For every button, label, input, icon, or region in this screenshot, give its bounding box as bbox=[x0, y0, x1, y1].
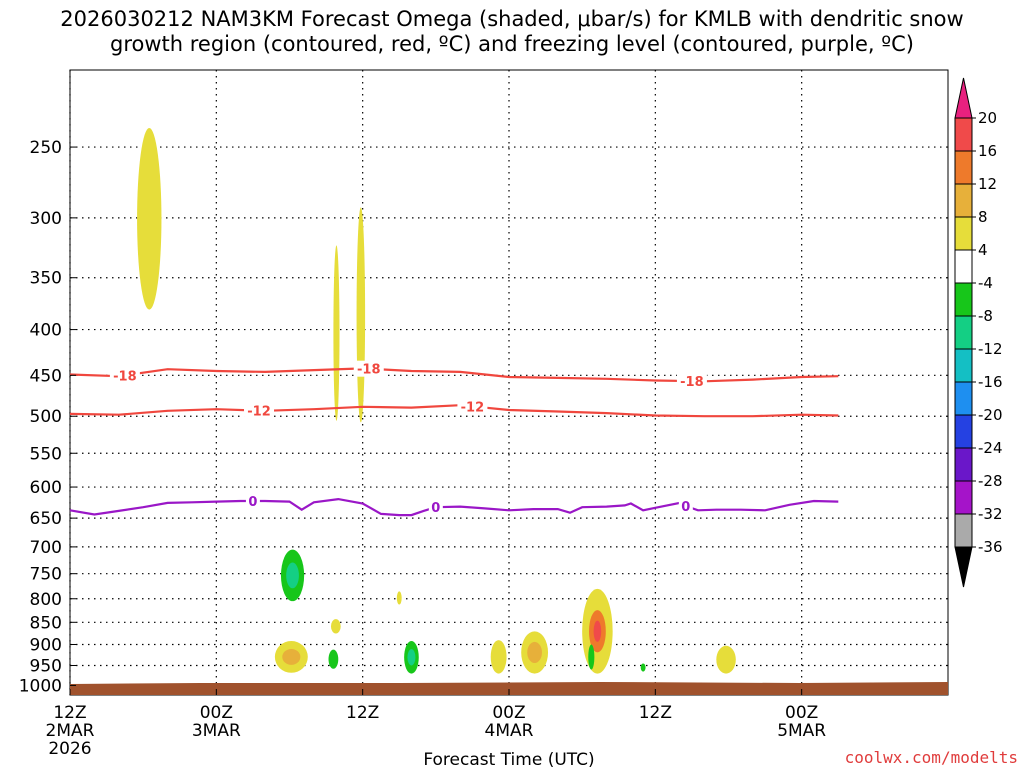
omega-region bbox=[588, 644, 595, 670]
colorbar: 20 16 12 8 4 -4 -8 -12 -16 -20 -24 -28 -32 -36 bbox=[954, 77, 1003, 588]
colorbar-label: 12 bbox=[978, 175, 997, 193]
contour-label: -18 bbox=[357, 363, 381, 378]
colorbar-label: -32 bbox=[978, 505, 1003, 523]
contour-line bbox=[69, 367, 839, 383]
chart-title-line-1: 2026030212 NAM3KM Forecast Omega (shaded… bbox=[60, 7, 963, 31]
colorbar-segment bbox=[954, 447, 973, 482]
omega-region bbox=[640, 663, 646, 672]
colorbar-segment bbox=[954, 117, 973, 152]
colorbar-label: 8 bbox=[978, 208, 988, 226]
omega-region bbox=[490, 640, 507, 674]
omega-region-core bbox=[407, 649, 416, 666]
colorbar-label: 20 bbox=[978, 109, 997, 127]
contour-label: 0 bbox=[681, 500, 690, 515]
contour-label-bg bbox=[457, 398, 488, 415]
x-tick-label: 00Z bbox=[200, 703, 233, 723]
colorbar-label: -36 bbox=[978, 538, 1003, 556]
colorbar-segment bbox=[954, 480, 973, 515]
y-tick-label: 750 bbox=[30, 565, 62, 585]
omega-region-core bbox=[527, 641, 542, 664]
colorbar-segment bbox=[954, 381, 973, 416]
x-tick-label: 00Z bbox=[492, 703, 525, 723]
ground-terrain bbox=[70, 682, 948, 695]
omega-region-core bbox=[282, 648, 301, 665]
colorbar-segment bbox=[954, 414, 973, 449]
x-axis-label: Forecast Time (UTC) bbox=[423, 750, 594, 768]
colorbar-label: -24 bbox=[978, 439, 1003, 457]
omega-region bbox=[328, 649, 339, 669]
x-tick-label: 2026 bbox=[48, 739, 91, 759]
colorbar-label: -12 bbox=[978, 340, 1003, 358]
x-tick-label: 12Z bbox=[346, 703, 379, 723]
omega-region bbox=[356, 207, 366, 423]
colorbar-label: 16 bbox=[978, 142, 997, 160]
y-tick-label: 550 bbox=[30, 444, 62, 464]
contour-label: -18 bbox=[113, 369, 137, 384]
contour-label: 0 bbox=[431, 501, 440, 516]
temperature-contours: -18 -18 -18 -12 -12 0 0 0 bbox=[69, 360, 839, 516]
y-tick-label: 700 bbox=[30, 538, 62, 558]
contour-label: 0 bbox=[248, 495, 257, 510]
omega-region-core bbox=[286, 562, 299, 589]
colorbar-segment bbox=[954, 348, 973, 383]
y-tick-label: 250 bbox=[30, 138, 62, 158]
contour-label: -18 bbox=[680, 375, 704, 390]
colorbar-label: -20 bbox=[978, 406, 1003, 424]
omega-region-peak bbox=[593, 620, 602, 642]
colorbar-label: -8 bbox=[978, 307, 993, 325]
x-tick-label: 4MAR bbox=[485, 721, 534, 741]
contour-label-bg bbox=[678, 497, 693, 514]
colorbar-bottom-arrow bbox=[954, 546, 973, 588]
y-tick-label: 600 bbox=[30, 478, 62, 498]
gridlines bbox=[69, 70, 948, 695]
contour-label-bg bbox=[109, 367, 140, 384]
y-tick-label: 1000 bbox=[19, 676, 62, 696]
y-tick-label: 850 bbox=[30, 613, 62, 633]
y-tick-label: 400 bbox=[30, 321, 62, 341]
x-tick-label: 12Z bbox=[639, 703, 672, 723]
omega-region bbox=[716, 645, 736, 674]
colorbar-label: -28 bbox=[978, 472, 1003, 490]
y-axis-pressure: 2503003504004505005506006507007508008509… bbox=[19, 138, 76, 696]
x-tick-label: 12Z bbox=[53, 703, 86, 723]
colorbar-segment bbox=[954, 183, 973, 218]
chart-title-line-2: growth region (contoured, red, ºC) and f… bbox=[110, 32, 914, 56]
y-tick-label: 650 bbox=[30, 509, 62, 529]
x-tick-label: 00Z bbox=[785, 703, 818, 723]
colorbar-segment bbox=[954, 513, 973, 548]
colorbar-label: -16 bbox=[978, 373, 1003, 391]
contour-label-bg bbox=[428, 499, 443, 516]
omega-region bbox=[396, 591, 402, 605]
y-tick-label: 450 bbox=[30, 366, 62, 386]
y-tick-label: 500 bbox=[30, 407, 62, 427]
colorbar-segment bbox=[954, 249, 973, 284]
colorbar-top-arrow bbox=[954, 77, 973, 119]
contour-label: -12 bbox=[461, 400, 485, 415]
credit-text: coolwx.com/modelts bbox=[845, 748, 1018, 767]
colorbar-label: -4 bbox=[978, 274, 993, 292]
y-tick-label: 950 bbox=[30, 656, 62, 676]
contour-label-bg bbox=[244, 402, 275, 419]
omega-region bbox=[137, 127, 162, 310]
colorbar-segment bbox=[954, 315, 973, 350]
omega-region bbox=[333, 245, 340, 421]
colorbar-label: 4 bbox=[978, 241, 988, 259]
y-tick-label: 300 bbox=[30, 209, 62, 229]
colorbar-segment bbox=[954, 216, 973, 251]
colorbar-segment bbox=[954, 282, 973, 317]
y-tick-label: 800 bbox=[30, 590, 62, 610]
contour-label: -12 bbox=[247, 405, 271, 420]
y-tick-label: 350 bbox=[30, 269, 62, 289]
x-tick-label: 3MAR bbox=[192, 721, 241, 741]
x-tick-label: 2MAR bbox=[46, 721, 95, 741]
contour-label-bg bbox=[676, 373, 707, 390]
omega-region bbox=[330, 619, 341, 634]
contour-label-bg bbox=[245, 493, 260, 510]
contour-label-bg bbox=[353, 360, 384, 377]
colorbar-segment bbox=[954, 150, 973, 185]
x-tick-label: 5MAR bbox=[777, 721, 826, 741]
y-tick-label: 900 bbox=[30, 635, 62, 655]
